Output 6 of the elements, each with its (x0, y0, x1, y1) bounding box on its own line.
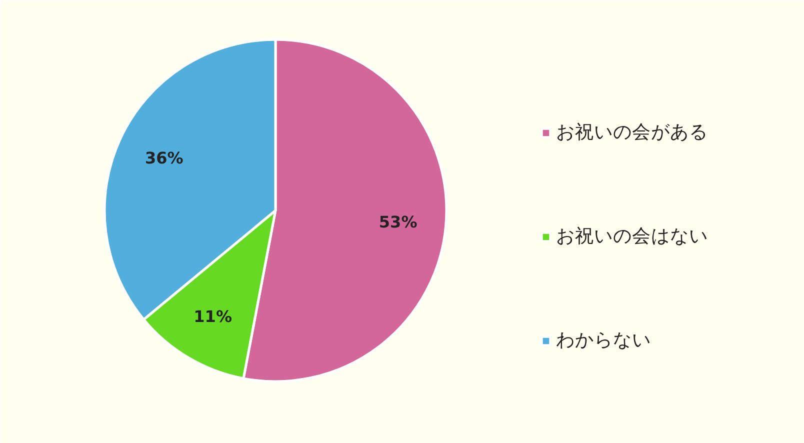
data-label: 53% (378, 212, 418, 232)
data-label: 36% (144, 148, 184, 168)
legend-label: お祝いの会はない (556, 225, 708, 249)
legend-label: お祝いの会がある (556, 121, 708, 145)
legend-label: わからない (556, 329, 651, 353)
data-label: 11% (194, 306, 232, 326)
